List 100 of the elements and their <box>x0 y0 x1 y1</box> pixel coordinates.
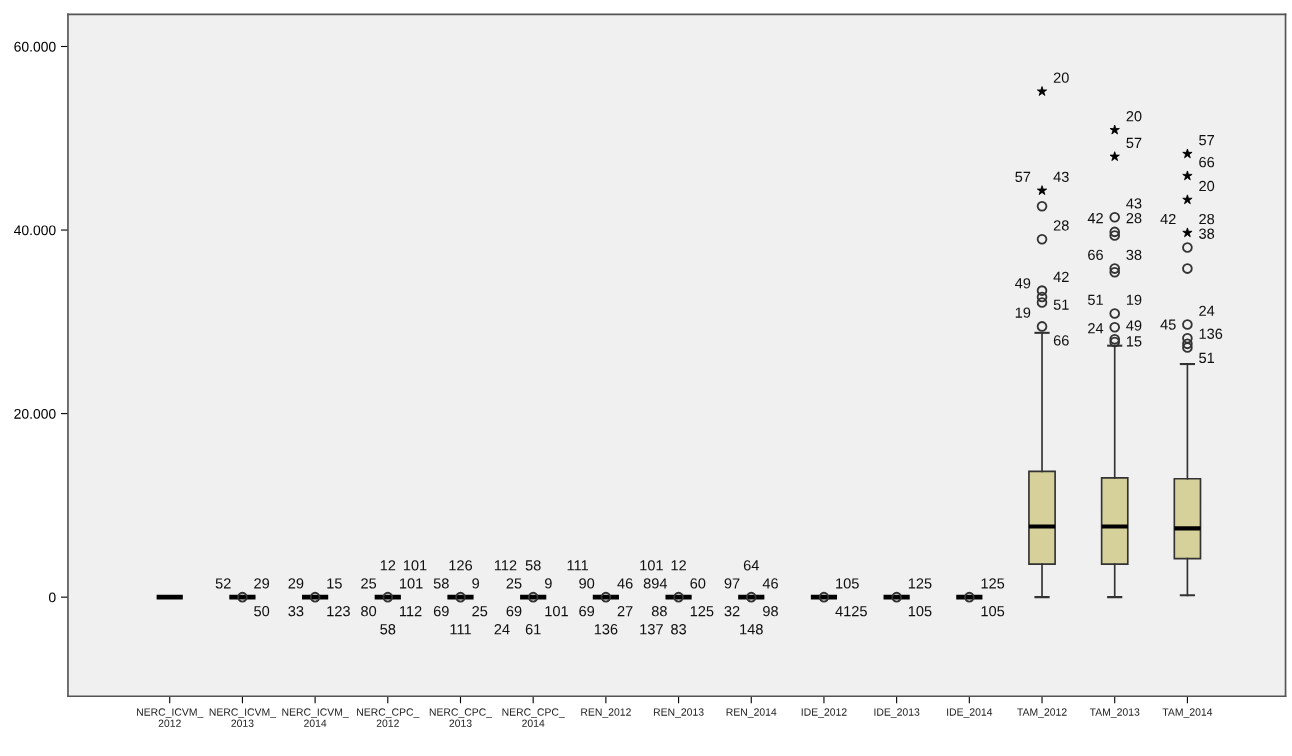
annotation: 42 <box>1087 212 1103 224</box>
annotation: 38 <box>1199 228 1215 239</box>
annotation: 19 <box>1126 294 1142 305</box>
annotation: 28 <box>1053 220 1069 231</box>
annotation: 105 <box>981 606 1005 617</box>
annotation: 98 <box>763 606 778 617</box>
annotation: 148 <box>740 624 763 635</box>
annotation: 46 <box>762 578 778 589</box>
annotation: 136 <box>1199 328 1223 339</box>
annotation: 24 <box>1199 305 1215 316</box>
annotation: 58 <box>525 560 541 571</box>
x-tick-label: NERC_CPC_ 2013 <box>429 708 493 727</box>
annotation: 69 <box>433 606 449 617</box>
x-tick-label: REN_2012 <box>581 708 631 718</box>
annotation: 125 <box>908 578 932 589</box>
annotation: 101 <box>545 606 568 617</box>
annotation: 12 <box>671 560 686 571</box>
x-tick-label: NERC_CPC_ 2014 <box>502 708 565 727</box>
annotation: 38 <box>1126 249 1142 260</box>
annotation: 894 <box>643 578 668 589</box>
x-tick-label: NERC_ICVM_ 2012 <box>137 708 204 727</box>
annotation: 20 <box>1199 180 1215 192</box>
annotation: 43 <box>1126 198 1142 209</box>
annotation: 57 <box>1199 135 1215 146</box>
x-tick-label: REN_2013 <box>653 708 704 718</box>
annotation: 64 <box>743 560 759 571</box>
annotation: 25 <box>472 606 488 617</box>
annotation: 28 <box>1199 213 1215 225</box>
annotation: 137 <box>640 624 663 635</box>
annotation: 33 <box>288 606 304 617</box>
annotation: 112 <box>494 560 517 571</box>
y-tick-label: 20.000 <box>14 408 56 419</box>
annotation: 27 <box>617 606 633 617</box>
annotation: 125 <box>690 606 714 617</box>
annotation: 15 <box>327 578 342 589</box>
annotation: 25 <box>361 578 377 589</box>
x-tick-label: IDE_2014 <box>947 708 993 718</box>
annotation: 4125 <box>835 606 867 617</box>
annotation: 20 <box>1053 72 1069 83</box>
annotation: 15 <box>1126 336 1142 347</box>
annotation: 136 <box>594 624 618 635</box>
y-tick-label: 40.000 <box>14 225 56 236</box>
annotation: 88 <box>651 606 667 617</box>
annotation: 111 <box>450 624 471 635</box>
x-tick-label: NERC_CPC_ 2012 <box>357 708 420 727</box>
x-tick-label: TAM_2012 <box>1017 708 1067 718</box>
annotation: 57 <box>1015 171 1031 182</box>
annotation: 101 <box>400 578 423 589</box>
annotation: 49 <box>1126 320 1142 331</box>
annotation: 51 <box>1053 299 1069 310</box>
x-tick-label: REN_2014 <box>726 708 777 718</box>
annotation: 69 <box>506 606 522 617</box>
annotation: 42 <box>1053 271 1069 282</box>
x-tick-label: TAM_2014 <box>1162 708 1213 718</box>
annotation: 49 <box>1015 278 1031 289</box>
annotation: 90 <box>579 578 595 589</box>
annotation: 9 <box>472 578 480 589</box>
annotation: 42 <box>1160 213 1176 225</box>
annotation: 125 <box>981 578 1005 589</box>
annotation: 112 <box>400 606 422 617</box>
annotation: 101 <box>403 560 427 571</box>
annotation: 111 <box>567 560 588 571</box>
annotation: 97 <box>724 578 740 589</box>
annotation: 50 <box>254 606 270 617</box>
annotation: 57 <box>1126 137 1142 149</box>
annotation: 66 <box>1088 249 1103 260</box>
annotation: 45 <box>1160 319 1176 330</box>
annotation: 66 <box>1053 335 1069 346</box>
annotation: 9 <box>544 578 552 589</box>
annotation: 105 <box>836 578 859 589</box>
annotation: 60 <box>690 578 706 589</box>
annotation: 43 <box>1053 171 1069 182</box>
x-tick-label: NERC_ICVM_ 2014 <box>282 708 349 727</box>
annotation: 123 <box>327 606 350 617</box>
annotation: 28 <box>1126 212 1142 224</box>
y-tick-label: 60.000 <box>14 41 56 52</box>
annotation: 126 <box>449 560 473 571</box>
x-tick-label: NERC_ICVM_ 2013 <box>209 708 277 727</box>
x-tick-label: TAM_2013 <box>1089 708 1140 718</box>
annotation: 32 <box>724 606 740 617</box>
annotation: 19 <box>1015 307 1031 318</box>
annotation: 12 <box>380 560 396 571</box>
annotation: 58 <box>433 578 449 589</box>
annotation: 46 <box>617 578 633 589</box>
annotation: 105 <box>908 606 932 617</box>
annotation: 80 <box>361 606 377 617</box>
annotation: 51 <box>1087 294 1103 305</box>
annotation: 69 <box>579 606 595 617</box>
y-tick-label: 0 <box>48 592 56 603</box>
annotation: 29 <box>254 578 270 589</box>
annotation: 29 <box>288 578 304 589</box>
annotation: 101 <box>640 560 663 571</box>
annotation: 52 <box>215 578 231 589</box>
annotation: 61 <box>525 624 541 635</box>
annotation: 66 <box>1199 156 1215 168</box>
x-tick-label: IDE_2012 <box>801 708 847 718</box>
annotation: 20 <box>1126 111 1142 122</box>
annotation: 25 <box>506 578 522 589</box>
annotation: 24 <box>1088 323 1104 334</box>
annotation: 24 <box>494 624 510 635</box>
